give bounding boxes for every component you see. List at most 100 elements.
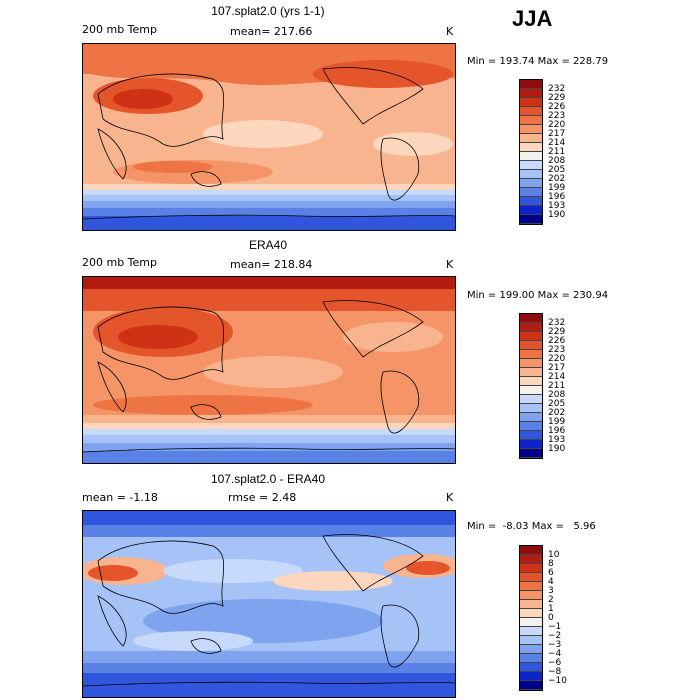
colorbar-swatch <box>520 323 542 332</box>
colorbar-swatch <box>520 404 542 413</box>
colorbar-swatch <box>520 600 542 609</box>
colorbar-tick-label: 190 <box>548 209 566 220</box>
colorbar-swatch <box>520 582 542 591</box>
colorbar-swatch <box>520 386 542 395</box>
panel-stat-label: mean= 218.84 <box>230 258 313 271</box>
colorbar-swatch <box>520 134 542 143</box>
colorbar-tick-label: 6 <box>548 567 554 578</box>
panel-title: ERA40 <box>248 238 288 252</box>
colorbar-swatch <box>520 206 542 215</box>
panel-min-max: Min = -8.03 Max = 5.96 <box>467 521 596 532</box>
colorbar-swatch <box>520 188 542 197</box>
colorbar-tick-label: 199 <box>548 182 566 193</box>
temperature-map-model <box>82 43 456 231</box>
colorbar-tick-label: 2 <box>548 594 554 605</box>
colorbar: 232 229 226 223 220 217 214 211 208 205 202 199 196 1… <box>519 79 565 225</box>
panel-min-max: Min = 199.00 Max = 230.94 <box>467 290 609 301</box>
colorbar-swatch <box>520 89 542 98</box>
colorbar-tick-label: 217 <box>548 128 566 139</box>
coastlines <box>83 300 455 453</box>
colorbar-tick-label: 226 <box>548 335 566 346</box>
colorbar-tick-label: 229 <box>548 326 566 337</box>
colorbar-tick-label: 0 <box>548 612 554 623</box>
colorbar-swatch <box>520 555 542 564</box>
colorbar-tick-label: 193 <box>548 434 566 445</box>
colorbar-tick-label: 202 <box>548 173 566 184</box>
colorbar-swatch <box>520 368 542 377</box>
colorbar-tick-label: 226 <box>548 101 566 112</box>
colorbar-tick-label: −10 <box>548 675 567 686</box>
colorbar-swatch <box>520 98 542 107</box>
colorbar-swatch <box>520 350 542 359</box>
colorbar-tick-label: 223 <box>548 110 566 121</box>
colorbar-swatch <box>520 591 542 600</box>
panel-title: 107.splat2.0 - ERA40 <box>210 472 326 486</box>
colorbar-tick-label: 8 <box>548 558 554 569</box>
colorbar-tick-label: 220 <box>548 119 566 130</box>
coastlines <box>83 67 455 220</box>
colorbar-tick-label: 196 <box>548 191 566 202</box>
colorbar-tick-label: 229 <box>548 92 566 103</box>
colorbar-tick-label: 208 <box>548 155 566 166</box>
colorbar-tick-label: 202 <box>548 407 566 418</box>
colorbar-tick-label: 211 <box>548 146 566 157</box>
colorbar-tick-label: −8 <box>548 666 562 677</box>
colorbar-tick-label: −6 <box>548 657 562 668</box>
colorbar-swatch <box>520 332 542 341</box>
colorbar-tick-label: 10 <box>548 549 560 560</box>
colorbar-swatch <box>520 314 542 323</box>
colorbar-swatch <box>520 627 542 636</box>
colorbar-tick-label: −2 <box>548 630 562 641</box>
colorbar-swatch <box>520 413 542 422</box>
colorbar: 232 229 226 223 220 217 214 211 208 205 202 199 196 1… <box>519 313 565 459</box>
colorbar-swatch <box>520 654 542 663</box>
colorbar-tick-label: 190 <box>548 443 566 454</box>
colorbar-swatch <box>520 672 542 681</box>
panel-min-max: Min = 193.74 Max = 228.79 <box>467 56 609 67</box>
panel-left-label: 200 mb Temp <box>82 23 158 36</box>
band-north <box>83 277 455 289</box>
coastlines <box>83 534 455 687</box>
colorbar-tick-label: 220 <box>548 353 566 364</box>
panel-units: K <box>446 25 454 38</box>
colorbar-tick-label: −4 <box>548 648 562 659</box>
colorbar-swatch <box>520 107 542 116</box>
colorbar-tick-label: −1 <box>548 621 562 632</box>
colorbar-swatch <box>520 116 542 125</box>
colorbar-tick-label: 199 <box>548 416 566 427</box>
colorbar-swatch <box>520 170 542 179</box>
colorbar-swatch <box>520 377 542 386</box>
colorbar-swatch <box>520 395 542 404</box>
colorbar-swatch <box>520 546 542 555</box>
colorbar-tick-label: 214 <box>548 137 566 148</box>
season-title: JJA <box>512 6 553 31</box>
colorbar-swatch <box>520 152 542 161</box>
colorbar-tick-label: 208 <box>548 389 566 400</box>
colorbar-swatch <box>520 449 542 458</box>
colorbar-swatch <box>520 341 542 350</box>
colorbar-swatch <box>520 645 542 654</box>
colorbar-swatch <box>520 663 542 672</box>
colorbar-swatch <box>520 359 542 368</box>
panel-units: K <box>446 491 454 504</box>
colorbar-tick-label: 205 <box>548 398 566 409</box>
colorbar-swatch <box>520 215 542 224</box>
colorbar-tick-label: 232 <box>548 83 566 94</box>
colorbar-tick-label: 4 <box>548 576 554 587</box>
colorbar-tick-label: −3 <box>548 639 562 650</box>
colorbar-swatch <box>520 636 542 645</box>
colorbar-tick-label: 193 <box>548 200 566 211</box>
panel-stat-label: rmse = 2.48 <box>228 491 297 504</box>
colorbar-swatch <box>520 422 542 431</box>
panel-title: 107.splat2.0 (yrs 1-1) <box>211 4 325 18</box>
colorbar-swatch <box>520 197 542 206</box>
colorbar-tick-label: 232 <box>548 317 566 328</box>
temperature-map-era40 <box>82 276 456 464</box>
colorbar-swatch <box>520 161 542 170</box>
colorbar-swatch <box>520 125 542 134</box>
panel-left-label: 200 mb Temp <box>82 256 158 269</box>
panel-left-label: mean = -1.18 <box>82 491 158 504</box>
colorbar-tick-label: 211 <box>548 380 566 391</box>
panel-units: K <box>446 258 454 271</box>
colorbar-tick-label: 217 <box>548 362 566 373</box>
